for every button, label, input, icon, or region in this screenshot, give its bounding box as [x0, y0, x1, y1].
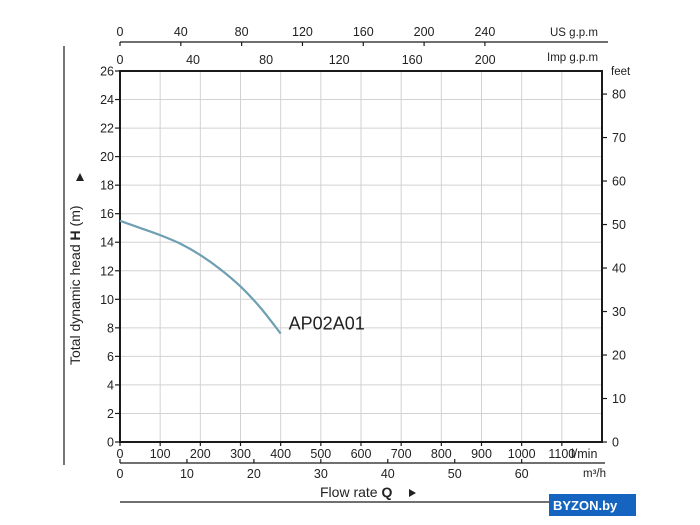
watermark-text: BYZON.by — [553, 498, 618, 513]
x-tick-label: 1000 — [508, 447, 536, 461]
grid-lines — [120, 71, 602, 442]
y-tick-label: 12 — [100, 264, 114, 278]
x-tick-label: 0 — [117, 447, 124, 461]
imp-gpm-tick-label: 120 — [329, 53, 350, 67]
x-tick-label: 100 — [150, 447, 171, 461]
x-tick-label: 800 — [431, 447, 452, 461]
y-axis-arrow-icon — [76, 173, 84, 181]
x-axis-title: Flow rate Q — [320, 484, 392, 500]
x-tick-label: 700 — [391, 447, 412, 461]
m3h-tick-label: 30 — [314, 467, 328, 481]
feet-tick-label: 60 — [612, 175, 626, 189]
feet-tick-label: 30 — [612, 305, 626, 319]
y-tick-label: 20 — [100, 150, 114, 164]
x-unit-label: l/min — [571, 447, 597, 461]
feet-tick-label: 40 — [612, 262, 626, 276]
x-tick-label: 500 — [310, 447, 331, 461]
m3h-tick-label: 20 — [247, 467, 261, 481]
x-axis-title-symbol: Q — [381, 484, 392, 500]
y-tick-label: 16 — [100, 207, 114, 221]
x-tick-label: 600 — [351, 447, 372, 461]
y-tick-label: 2 — [107, 407, 114, 421]
feet-tick-label: 50 — [612, 218, 626, 232]
m3h-tick-label: 10 — [180, 467, 194, 481]
m3h-unit-label: m³/h — [583, 468, 606, 480]
x-axis-arrow-icon — [409, 489, 416, 497]
imp-gpm-tick-label: 40 — [186, 53, 200, 67]
y-tick-label: 4 — [107, 378, 114, 392]
m3h-tick-label: 40 — [381, 467, 395, 481]
us-gpm-tick-label: 240 — [474, 25, 495, 39]
imp-gpm-tick-label: 160 — [402, 53, 423, 67]
x-tick-label: 400 — [270, 447, 291, 461]
y-tick-label: 14 — [100, 236, 114, 250]
y-axis-title: Total dynamic head H (m) — [67, 205, 83, 365]
x-tick-label: 200 — [190, 447, 211, 461]
y-tick-label: 6 — [107, 350, 114, 364]
curve-layer: AP02A01 — [119, 219, 365, 335]
x-axis-title-prefix: Flow rate — [320, 484, 381, 500]
imp-gpm-tick-label: 200 — [475, 53, 496, 67]
watermark-badge — [549, 494, 636, 516]
x-tick-label: 1100 — [548, 447, 575, 461]
m3h-tick-label: 60 — [515, 467, 529, 481]
x-tick-label: 900 — [471, 447, 492, 461]
imp-gpm-tick-label: 0 — [117, 53, 124, 67]
feet-tick-label: 10 — [612, 392, 626, 406]
us-gpm-tick-label: 160 — [353, 25, 374, 39]
feet-tick-label: 80 — [612, 88, 626, 102]
us-gpm-tick-label: 40 — [174, 25, 188, 39]
y-axis-title-prefix: Total dynamic head — [67, 240, 83, 365]
y-tick-label: 8 — [107, 321, 114, 335]
y-tick-label: 0 — [107, 436, 114, 450]
imp-gpm-unit-label: Imp g.p.m — [547, 52, 598, 64]
y-axis-title-unit: (m) — [67, 205, 83, 230]
feet-tick-label: 20 — [612, 349, 626, 363]
us-gpm-tick-label: 200 — [414, 25, 435, 39]
y-tick-label: 18 — [100, 179, 114, 193]
y-tick-label: 22 — [100, 122, 114, 136]
imp-gpm-tick-label: 80 — [259, 53, 273, 67]
feet-tick-label: 0 — [612, 436, 619, 450]
y-tick-label: 10 — [100, 293, 114, 307]
m3h-tick-label: 50 — [448, 467, 462, 481]
us-gpm-unit-label: US g.p.m — [550, 27, 598, 39]
feet-tick-label: 70 — [612, 131, 626, 145]
y-axis-title-symbol: H — [67, 230, 83, 240]
us-gpm-tick-label: 120 — [292, 25, 313, 39]
y-tick-label: 26 — [100, 65, 114, 79]
axis-ticks: 0246810121416182022242601020304050607080… — [100, 25, 631, 481]
m3h-tick-label: 0 — [117, 467, 124, 481]
feet-unit-label: feet — [611, 66, 631, 78]
y-tick-label: 24 — [100, 93, 114, 107]
us-gpm-tick-label: 0 — [117, 25, 124, 39]
us-gpm-tick-label: 80 — [235, 25, 249, 39]
x-tick-label: 300 — [230, 447, 251, 461]
series-label-ap02a01: AP02A01 — [289, 314, 365, 334]
series-line-ap02a01 — [119, 219, 282, 335]
